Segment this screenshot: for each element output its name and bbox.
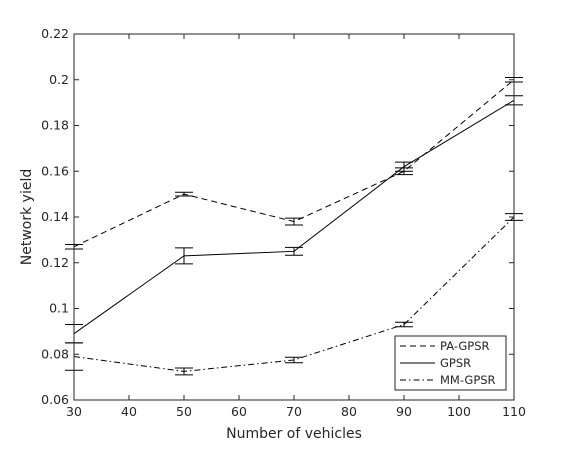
y-tick-label: 0.14 xyxy=(41,209,69,224)
x-tick-label: 40 xyxy=(121,404,137,419)
error-bar-pa-gpsr xyxy=(175,191,193,197)
y-tick-label: 0.08 xyxy=(41,346,69,361)
legend: PA-GPSR GPSR MM-GPSR xyxy=(394,335,507,391)
error-bar-gpsr xyxy=(175,247,193,265)
y-tick-label: 0.06 xyxy=(41,392,69,407)
y-tick-label: 0.1 xyxy=(49,301,69,316)
legend-label-gpsr: GPSR xyxy=(440,356,471,370)
x-tick-label: 70 xyxy=(286,404,302,419)
y-tick-label: 0.18 xyxy=(41,118,69,133)
x-tick-label: 60 xyxy=(231,404,247,419)
legend-label-pa-gpsr: PA-GPSR xyxy=(440,339,490,353)
error-bar-gpsr xyxy=(285,246,303,256)
error-bar-mm-gpsr xyxy=(395,321,413,328)
error-bar-mm-gpsr xyxy=(175,367,193,376)
y-tick-label: 0.2 xyxy=(49,72,69,87)
x-tick-label: 50 xyxy=(176,404,192,419)
legend-label-mm-gpsr: MM-GPSR xyxy=(440,373,496,387)
y-axis: 0.06 0.08 0.1 0.12 0.14 0.16 0.18 0.2 0.22 xyxy=(41,26,514,407)
x-axis-title: Number of vehicles xyxy=(226,426,362,442)
y-tick-label: 0.12 xyxy=(41,255,69,270)
error-bar-mm-gpsr xyxy=(285,356,303,364)
x-tick-label: 90 xyxy=(396,404,412,419)
error-bar-pa-gpsr xyxy=(285,217,303,226)
error-bar-gpsr xyxy=(395,161,413,172)
x-tick-label: 30 xyxy=(66,404,82,419)
x-tick-label: 80 xyxy=(341,404,357,419)
y-tick-label: 0.22 xyxy=(41,26,69,41)
y-axis-title: Network yield xyxy=(19,169,35,265)
x-tick-label: 100 xyxy=(447,404,471,419)
x-tick-label: 110 xyxy=(502,404,526,419)
y-tick-label: 0.16 xyxy=(41,163,69,178)
x-axis: 30 40 50 60 70 80 90 100 110 xyxy=(66,34,526,419)
